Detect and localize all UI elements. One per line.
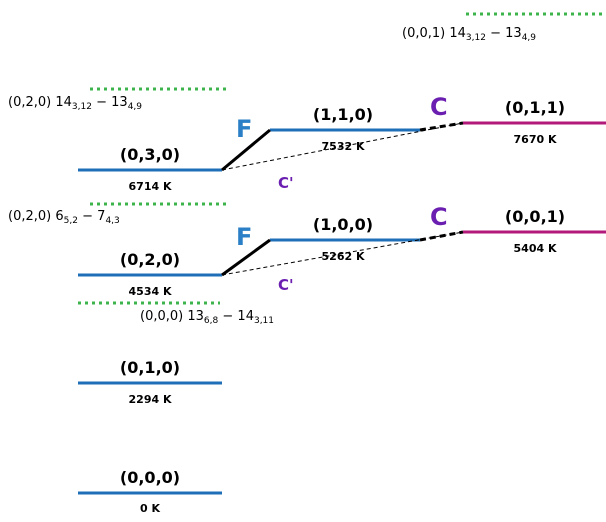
resonance-label-r4: (0,0,0) 136,8 − 143,11 xyxy=(140,309,274,326)
fermi-label-lower: F xyxy=(236,223,252,251)
coriolis-connector-lower xyxy=(419,230,464,242)
level-010-energy: 2294 K xyxy=(129,393,172,406)
level-001-label: (0,0,1) xyxy=(505,207,565,226)
resonance-label-r3: (0,2,0) 65,2 − 74,3 xyxy=(8,209,120,226)
level-020-energy: 4534 K xyxy=(129,285,172,298)
level-110-energy: 7532 K xyxy=(322,140,365,153)
level-030-energy: 6714 K xyxy=(129,180,172,193)
level-001-energy: 5404 K xyxy=(514,242,557,255)
coriolis-connector-upper xyxy=(419,121,464,132)
resonance-label-r2: (0,2,0) 143,12 − 134,9 xyxy=(8,95,142,112)
level-000-energy: 0 K xyxy=(140,502,160,515)
fermi-label-upper: F xyxy=(236,115,252,143)
cprime-connector-lower xyxy=(221,231,464,276)
resonance-label-r1: (0,0,1) 143,12 − 134,9 xyxy=(402,26,536,43)
cprime-label-lower: C' xyxy=(278,276,294,294)
coriolis-label-lower: C xyxy=(430,203,448,231)
fermi-connector-lower xyxy=(221,238,271,277)
level-010-label: (0,1,0) xyxy=(120,358,180,377)
fermi-connector-upper xyxy=(221,128,271,172)
level-011-energy: 7670 K xyxy=(514,133,557,146)
level-100-energy: 5262 K xyxy=(322,250,365,263)
level-020-label: (0,2,0) xyxy=(120,250,180,269)
level-000-label: (0,0,0) xyxy=(120,468,180,487)
level-100-label: (1,0,0) xyxy=(313,215,373,234)
cprime-connector-upper xyxy=(221,122,464,171)
level-030-label: (0,3,0) xyxy=(120,145,180,164)
level-110-label: (1,1,0) xyxy=(313,105,373,124)
coriolis-label-upper: C xyxy=(430,93,448,121)
level-011-label: (0,1,1) xyxy=(505,98,565,117)
cprime-label-upper: C' xyxy=(278,174,294,192)
